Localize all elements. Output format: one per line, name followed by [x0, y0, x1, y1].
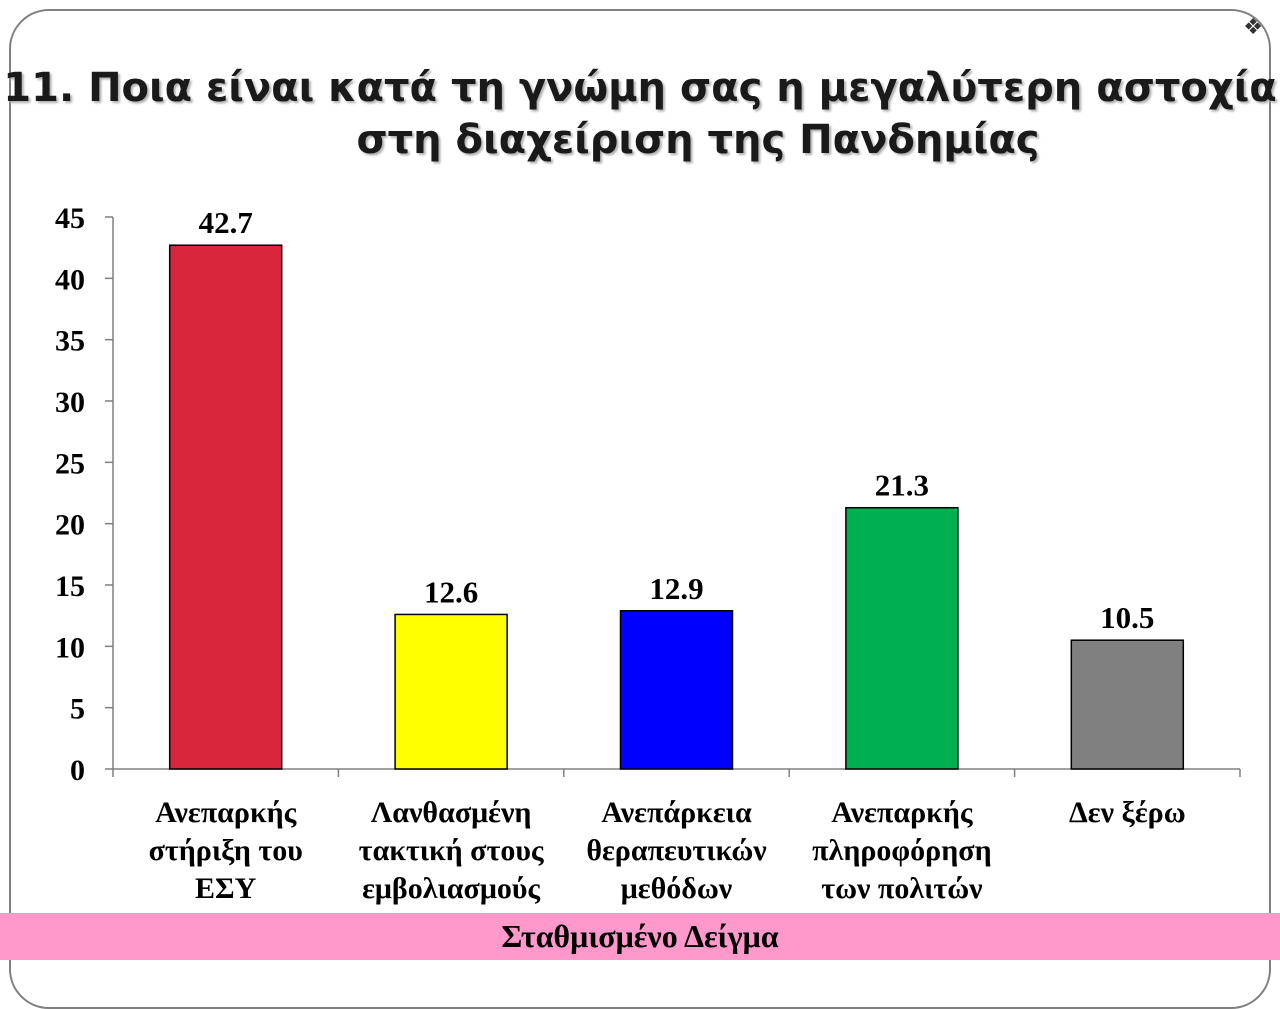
x-category-label: στήριξη του — [149, 834, 303, 867]
bar — [394, 613, 508, 770]
x-category-label: Λανθασμένη — [371, 796, 532, 829]
bar — [845, 506, 959, 770]
x-category-label: τακτική στους — [359, 834, 544, 867]
y-tick-label: 10 — [55, 631, 85, 664]
chart-bars — [168, 244, 1185, 770]
chart-title: 11. Ποια είναι κατά τη γνώμη σας η μεγαλ… — [0, 62, 1280, 166]
y-tick-label: 30 — [55, 386, 85, 419]
x-category-label: Ανεπαρκής — [831, 796, 973, 829]
y-tick-label: 0 — [70, 754, 85, 787]
bar-chart: 0 5 10 15 20 25 30 35 40 45 42.7 Ανεπαρκής στήριξη … — [55, 202, 1241, 905]
y-tick-label: 20 — [55, 509, 85, 542]
chart-title-line-1: 11. Ποια είναι κατά τη γνώμη σας η μεγαλ… — [3, 65, 1277, 111]
bar-value-label: 12.9 — [649, 571, 703, 606]
chart-labels: 42.7 Ανεπαρκής στήριξη του ΕΣΥ 12.6 Λανθασμέν… — [149, 205, 1186, 905]
x-category-label: Ανεπάρκεια — [601, 796, 752, 829]
y-tick-label: 45 — [55, 202, 85, 235]
x-category-label: Δεν ξέρω — [1069, 796, 1186, 829]
x-category-label: εμβολιασμούς — [362, 872, 540, 905]
chart-title-line-2: στη διαχείριση της Πανδημίας — [356, 117, 1040, 163]
x-category-label: μεθόδων — [621, 872, 733, 905]
y-tick-label: 25 — [55, 447, 85, 480]
bar-value-label: 42.7 — [199, 205, 253, 240]
bar-value-label: 10.5 — [1100, 600, 1154, 635]
x-category-label: ΕΣΥ — [195, 872, 257, 905]
y-tick-label: 35 — [55, 325, 85, 358]
footer-sample-label: Σταθμισμένο Δείγμα — [0, 913, 1280, 960]
y-tick-label: 5 — [70, 693, 85, 726]
y-tick-label: 40 — [55, 263, 85, 296]
x-category-label: Ανεπαρκής — [155, 796, 297, 829]
bar — [619, 610, 734, 770]
x-category-label: πληροφόρηση — [812, 834, 991, 867]
bar — [168, 244, 283, 770]
x-category-label: των πολιτών — [821, 872, 983, 905]
bullet-icon: ❖ — [1243, 15, 1263, 40]
y-tick-label: 15 — [55, 570, 85, 603]
bar-value-label: 12.6 — [424, 574, 478, 609]
bar-value-label: 21.3 — [875, 468, 929, 503]
bar — [1070, 639, 1185, 770]
x-category-label: θεραπευτικών — [586, 834, 767, 867]
